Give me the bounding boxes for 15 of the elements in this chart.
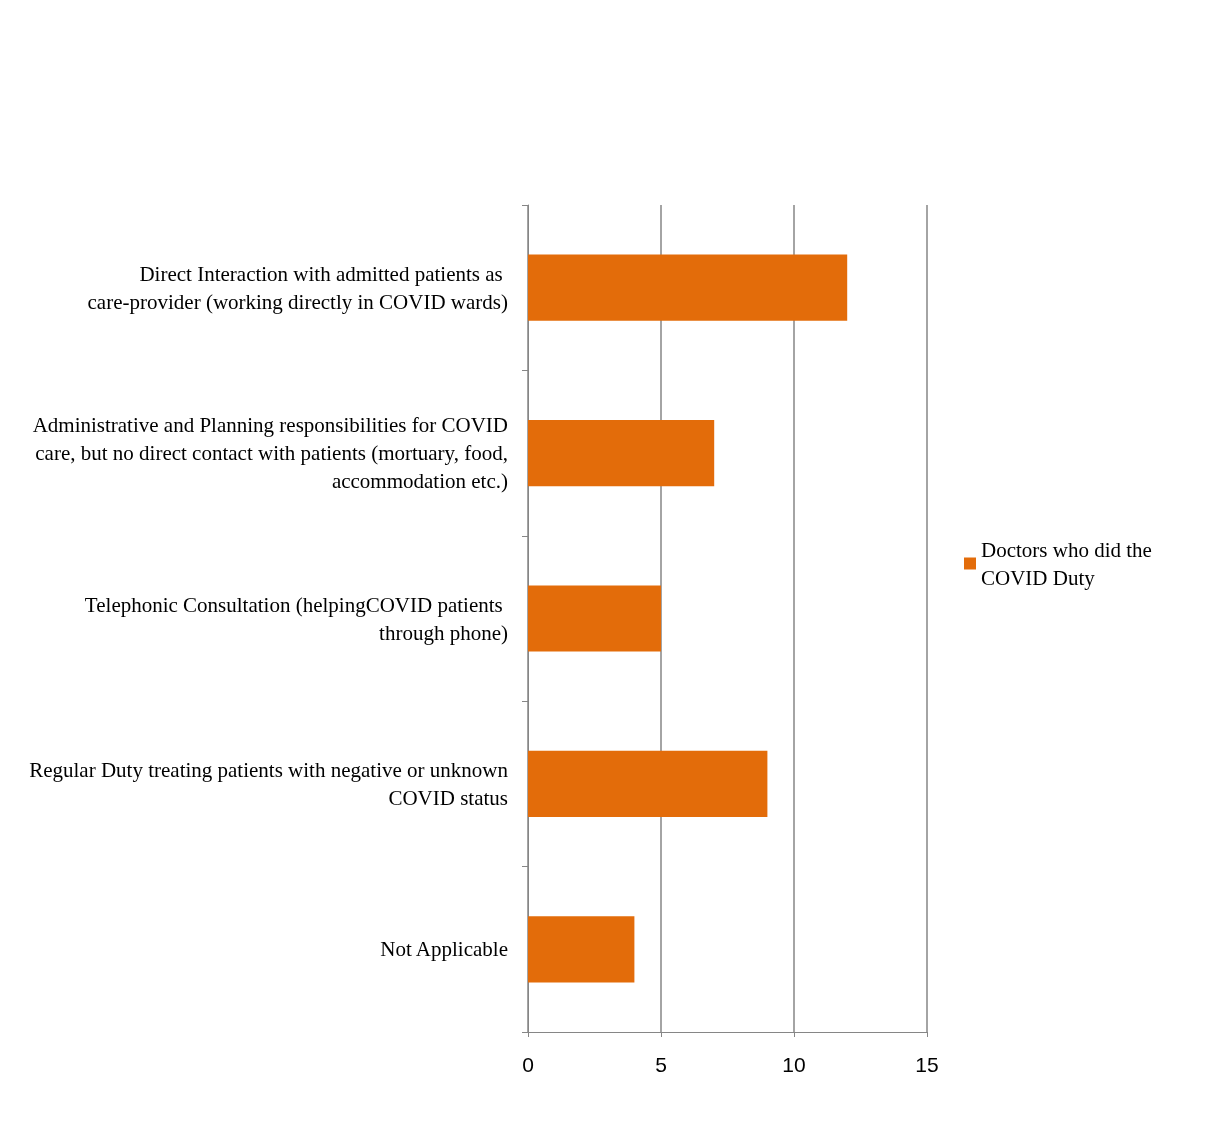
x-tick-label: 15	[915, 1053, 939, 1076]
bar	[528, 420, 715, 487]
y-tick-label: Regular Duty treating patients with negative or unknown COVID status	[29, 757, 509, 810]
bar	[528, 254, 848, 321]
y-tick-label: Administrative and Planning responsibilities for COVID care, but no direct contact with patients (mortuary, food, accommodation etc.)	[30, 413, 508, 494]
bar	[528, 916, 635, 983]
y-tick-label: Not Applicable	[380, 937, 508, 962]
bar	[528, 750, 768, 817]
y-tick-label: Telephonic Consultation (helpingCOVID patients through phone)	[84, 592, 508, 645]
x-tick-label: 10	[782, 1053, 806, 1076]
legend-label: Doctors who did the COVID Duty	[981, 537, 1158, 590]
bar	[528, 585, 661, 652]
x-tick-label: 5	[655, 1053, 667, 1076]
y-tick-label: Direct Interaction with admitted patients as care-provider (working directly in COVID wards)	[87, 261, 508, 314]
x-tick-label: 0	[522, 1053, 534, 1076]
